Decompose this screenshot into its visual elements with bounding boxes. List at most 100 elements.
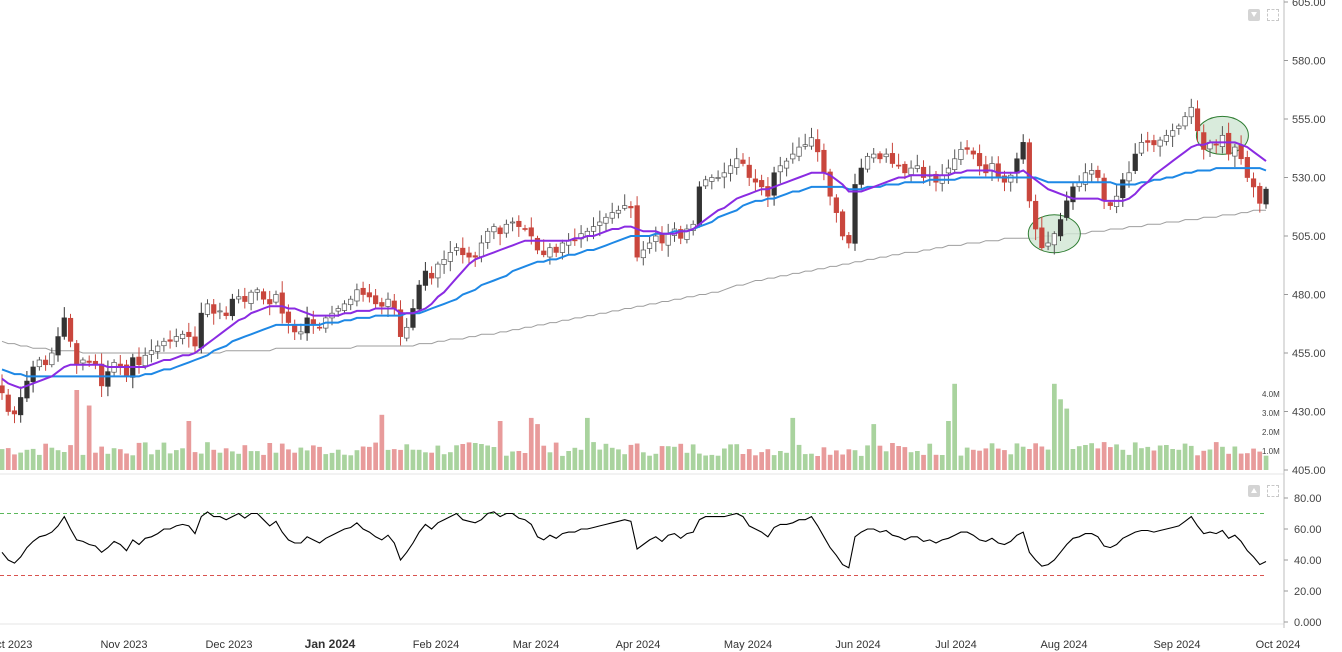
volume-bar [1182,443,1188,470]
volume-bar [491,447,497,470]
volume-bar [61,452,67,470]
candle-body [752,178,759,183]
candle-body [765,186,771,197]
volume-bar [186,421,192,470]
volume-bar [647,455,652,470]
arrow-up-icon[interactable] [1248,485,1260,497]
volume-bar [796,444,802,470]
volume-bar [398,449,403,470]
candle [877,151,883,164]
x-tick-label: Feb 2024 [413,639,459,651]
volume-bar [746,449,752,470]
candle [509,217,516,232]
candle-body [522,228,528,230]
candle-body [1257,186,1263,204]
candle-body [341,303,348,311]
price-tick-label: 555.00 [1292,114,1326,126]
candle-body [983,164,989,174]
candle-body [1250,178,1257,188]
candle-body [640,249,646,259]
volume-bar [367,446,372,470]
candle [821,143,827,181]
candle [933,171,939,192]
volume-bar [653,453,659,470]
candlesticks[interactable] [0,98,1269,424]
candle-body [404,326,410,339]
volume-bar [198,453,204,470]
candle-body [877,153,883,160]
candle-body [391,300,397,309]
candle-body [373,295,379,305]
volume-bar [896,446,901,470]
candle-body [783,160,790,169]
volume-bar [429,452,434,470]
candle [99,353,105,397]
volume-bar [1157,445,1163,470]
candle-body [453,247,460,251]
arrow-down-icon[interactable] [1248,9,1260,21]
candle [373,289,379,309]
volume-bar [12,454,17,470]
candle-body [678,229,684,239]
candle-body [485,230,491,243]
candle-body [379,302,385,307]
volume-bar [734,444,740,470]
fast-moving-average [1,141,1267,390]
volume-bar [217,452,223,470]
volume-bar [273,452,279,470]
volume-bar [404,444,410,470]
volume-bar [211,449,217,470]
volume-bar [858,455,864,470]
volume-bar [1014,443,1020,470]
fullscreen-icon[interactable] [1267,9,1279,21]
candle-body [958,149,964,160]
candle [92,354,99,370]
candle-body [1070,186,1076,203]
candle-body [609,212,615,219]
candle [808,127,815,150]
candle-body [74,343,80,366]
candle [148,339,155,363]
candle-body [777,165,783,173]
volume-bar [995,448,1001,470]
candle [410,299,416,331]
candle [952,149,958,173]
candle [516,215,522,237]
candle-body [528,227,534,237]
candle-body [740,159,746,164]
candle-body [1201,132,1207,150]
volume-bar [111,448,117,470]
candle [61,307,67,340]
volume-bar [43,443,48,470]
volume-bar [535,424,540,470]
volume-bar [124,453,129,470]
volume-bar [1058,399,1063,470]
candle-body [435,263,441,279]
volume-tick-label: 2.0M [1262,428,1280,437]
candle-body [478,242,485,258]
volume-bar [753,455,758,470]
candle [279,281,285,324]
volume-bar [223,448,229,470]
volume-bar [261,454,266,470]
volume-bar [93,452,98,470]
candle [646,235,653,254]
candle [597,210,603,237]
candle [1126,161,1132,188]
candle [609,202,615,224]
fullscreen-icon[interactable] [1267,485,1279,497]
candle [155,340,161,359]
volume-bar [553,442,559,470]
candle-body [1138,142,1145,154]
price-tick-label: 605.00 [1292,0,1326,9]
candle-body [385,298,391,307]
volume-bar [522,453,528,470]
volume-bar [815,456,820,470]
candle [1201,124,1207,160]
candle-body [316,326,323,329]
x-tick-label: Nov 2023 [100,639,147,651]
candle-body [55,336,61,356]
volume-bar [603,443,609,470]
volume-bar [1083,445,1088,470]
